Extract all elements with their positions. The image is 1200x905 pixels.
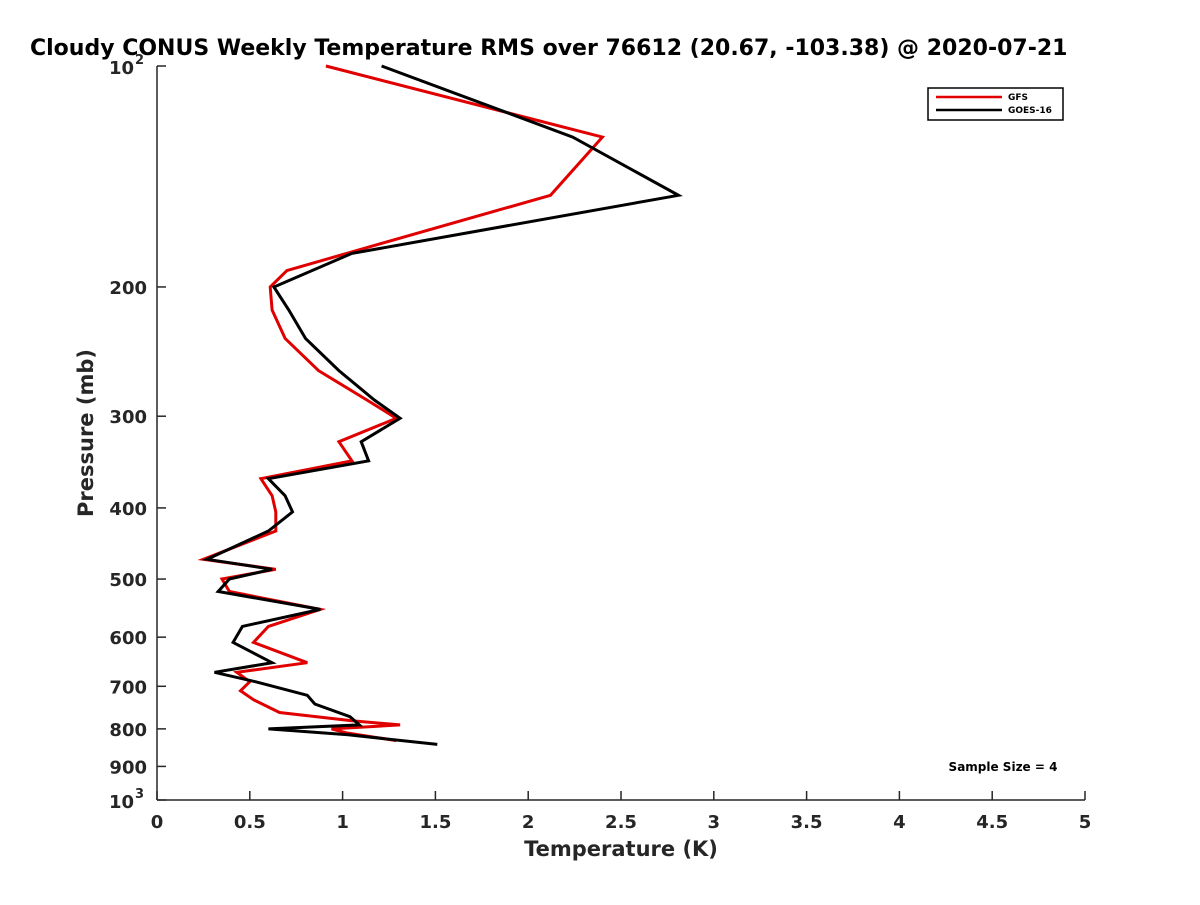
x-tick-label: 1 [336,812,349,833]
legend-box [927,87,1064,121]
y-tick-label: 300 [109,407,147,428]
x-axis-label: Temperature (K) [524,837,718,861]
y-tick-label: 200 [109,278,147,299]
x-tick-label: 2 [522,812,535,833]
x-tick-label: 4 [893,812,906,833]
x-axis-ticks: 0 0.5 1 1.5 2 2.5 3 3.5 4 4.5 5 [151,791,1092,833]
series-line-gfs [197,64,606,743]
sample-size-annotation: Sample Size = 4 [949,760,1058,774]
y-tick-label-exponent: 2 [135,53,144,68]
chart-title: Cloudy CONUS Weekly Temperature RMS over… [30,36,1067,61]
x-tick-label: 3 [708,812,721,833]
y-tick-label-exponent: 3 [135,787,144,802]
x-tick-label: 1.5 [419,812,451,833]
series-line-goes-16 [201,64,683,746]
y-tick-label: 900 [109,757,147,778]
x-tick-label: 0 [151,812,164,833]
y-tick-label: 500 [109,570,147,591]
series-lines [197,64,683,746]
legend-label-goes-16: GOES-16 [1008,106,1052,116]
legend-label-gfs: GFS [1008,93,1028,103]
y-tick-label-power: 10 [109,58,134,79]
y-axis-label: Pressure (mb) [74,349,98,517]
legend-items: GFS GOES-16 [936,93,1052,116]
y-tick-label: 800 [109,720,147,741]
y-tick-label-power: 10 [109,792,134,813]
x-tick-label: 3.5 [791,812,823,833]
legend: GFS GOES-16 [927,87,1064,121]
y-tick-label: 400 [109,499,147,520]
y-tick-label: 700 [109,677,147,698]
y-tick-label: 600 [109,628,147,649]
x-tick-label: 4.5 [976,812,1008,833]
x-tick-label: 0.5 [234,812,266,833]
x-tick-label: 5 [1079,812,1092,833]
x-tick-label: 2.5 [605,812,637,833]
